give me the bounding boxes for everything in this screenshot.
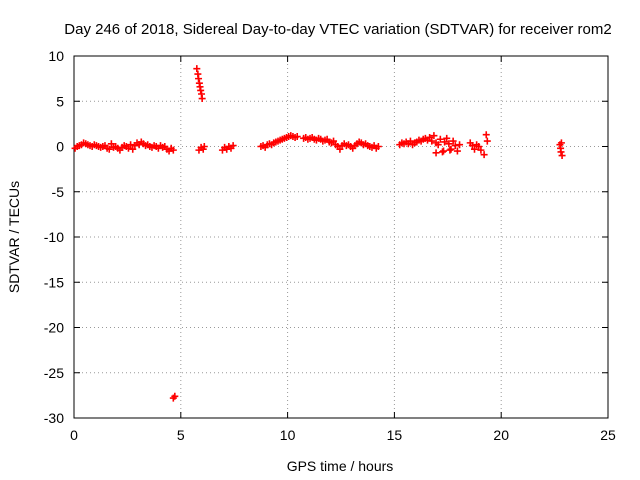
data-point (471, 145, 478, 153)
data-point (197, 86, 205, 94)
x-tick-label: 5 (177, 427, 185, 443)
data-point (449, 137, 457, 145)
data-point (445, 140, 453, 148)
data-point (480, 151, 488, 159)
data-point (198, 95, 206, 103)
data-point (428, 137, 436, 145)
x-tick-label: 15 (387, 427, 403, 443)
data-point (482, 131, 490, 139)
data-point (453, 147, 461, 155)
y-tick-label: 5 (56, 93, 64, 109)
y-axis-label: SDTVAR / TECUs (6, 181, 22, 293)
grid (74, 56, 608, 418)
y-tick-label: -25 (44, 365, 64, 381)
data-point (483, 137, 491, 145)
data-point (107, 140, 115, 148)
y-tick-label: -5 (52, 184, 65, 200)
data-point (477, 146, 485, 154)
data-points (71, 65, 566, 402)
axis-ticks: 0 5 10 15 20 25 -30 -25 -20 -15 -10 -5 0 5 10 (44, 48, 616, 443)
data-point (438, 148, 446, 156)
data-point (426, 133, 434, 141)
y-tick-label: -20 (44, 320, 64, 336)
y-tick-label: -10 (44, 229, 64, 245)
data-point (406, 137, 414, 145)
data-point (193, 65, 201, 73)
data-point (558, 152, 566, 160)
data-point (169, 146, 177, 154)
data-point (105, 145, 113, 153)
data-point (436, 135, 444, 143)
y-tick-label: 0 (56, 139, 64, 155)
data-point (374, 143, 382, 150)
chart-title: Day 246 of 2018, Sidereal Day-to-day VTE… (64, 21, 611, 38)
x-tick-label: 20 (493, 427, 509, 443)
data-point (451, 142, 459, 150)
data-point (432, 149, 440, 157)
data-point (440, 147, 448, 155)
data-point (127, 141, 135, 149)
x-axis-label: GPS time / hours (287, 458, 394, 474)
data-point (124, 144, 132, 152)
data-point (446, 146, 454, 154)
y-tick-label: -15 (44, 274, 64, 290)
data-point (434, 141, 442, 149)
data-point (443, 134, 451, 142)
data-point (441, 138, 449, 146)
data-point (336, 145, 344, 153)
y-tick-label: -30 (44, 410, 64, 426)
data-point (430, 132, 438, 140)
x-tick-label: 25 (600, 427, 616, 443)
data-point (557, 144, 565, 152)
data-point (475, 143, 483, 150)
data-point (557, 139, 565, 147)
x-tick-label: 0 (70, 427, 78, 443)
data-point (447, 145, 455, 153)
x-tick-label: 10 (280, 427, 296, 443)
data-point (468, 142, 476, 150)
y-tick-label: 10 (48, 48, 64, 64)
data-point (195, 75, 203, 83)
data-point (330, 137, 338, 145)
data-point (456, 141, 464, 149)
data-point (200, 143, 208, 150)
data-point (293, 133, 301, 141)
data-point (229, 142, 237, 150)
data-point (171, 392, 179, 400)
data-point (129, 145, 137, 153)
